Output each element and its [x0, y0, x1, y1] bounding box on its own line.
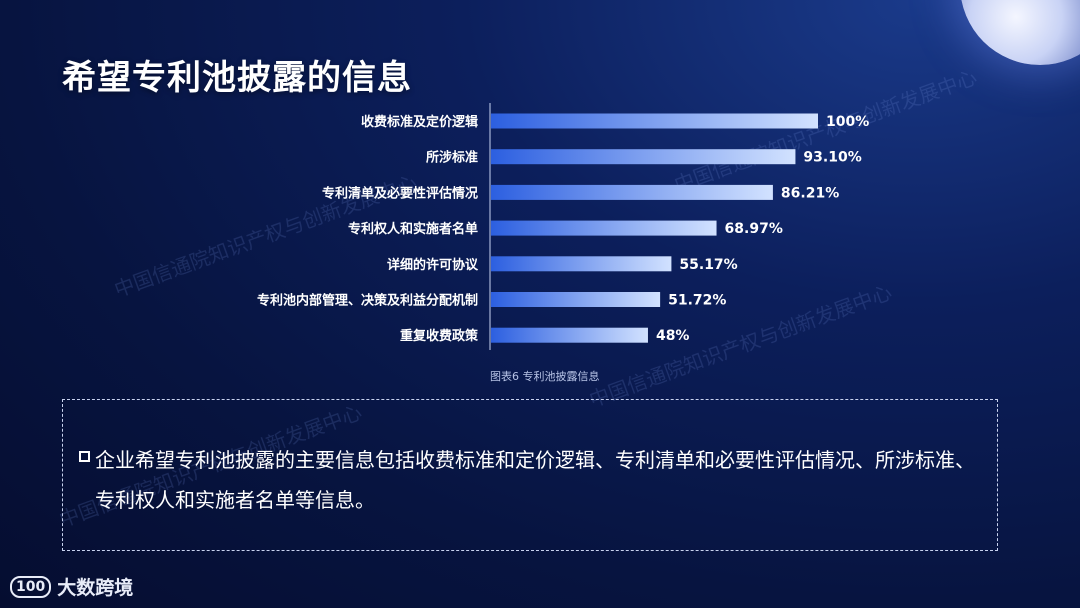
category-label: 收费标准及定价逻辑 [361, 114, 478, 130]
value-label: 68.97% [725, 221, 783, 237]
page-title: 希望专利池披露的信息 [62, 58, 412, 98]
bar [491, 256, 672, 272]
chart-caption: 图表6 专利池披露信息 [490, 370, 600, 383]
bar [491, 292, 661, 307]
category-label: 详细的许可协议 [387, 257, 479, 273]
value-label: 100% [826, 114, 869, 130]
bar [491, 149, 796, 165]
value-label: 48% [656, 328, 690, 344]
value-label: 93.10% [803, 150, 861, 166]
category-label: 所涉标准 [426, 150, 478, 166]
category-label: 重复收费政策 [400, 328, 479, 344]
category-label: 专利清单及必要性评估情况 [322, 185, 478, 201]
bar [491, 327, 648, 343]
category-label: 专利权人和实施者名单 [348, 221, 478, 237]
brand-logo: 100 大数跨境 [10, 573, 133, 600]
bar [491, 184, 773, 200]
category-label: 专利池内部管理、决策及利益分配机制 [257, 293, 478, 309]
summary-text: 企业希望专利池披露的主要信息包括收费标准和定价逻辑、专利清单和必要性评估情况、所… [95, 448, 975, 512]
logo-mark-icon: 100 [10, 575, 52, 598]
value-label: 51.72% [668, 293, 726, 309]
logo-name: 大数跨境 [57, 577, 134, 599]
bar-chart: 收费标准及定价逻辑 100% 所涉标准 93.10% 专利清单及必要性评估情况 86.21… [257, 103, 869, 350]
summary-box: 企业希望专利池披露的主要信息包括收费标准和定价逻辑、专利清单和必要性评估情况、所… [62, 399, 998, 551]
value-label: 55.17% [679, 257, 737, 273]
bar [491, 113, 818, 129]
bar [491, 220, 717, 236]
square-bullet-icon [79, 451, 90, 462]
value-label: 86.21% [781, 185, 839, 201]
